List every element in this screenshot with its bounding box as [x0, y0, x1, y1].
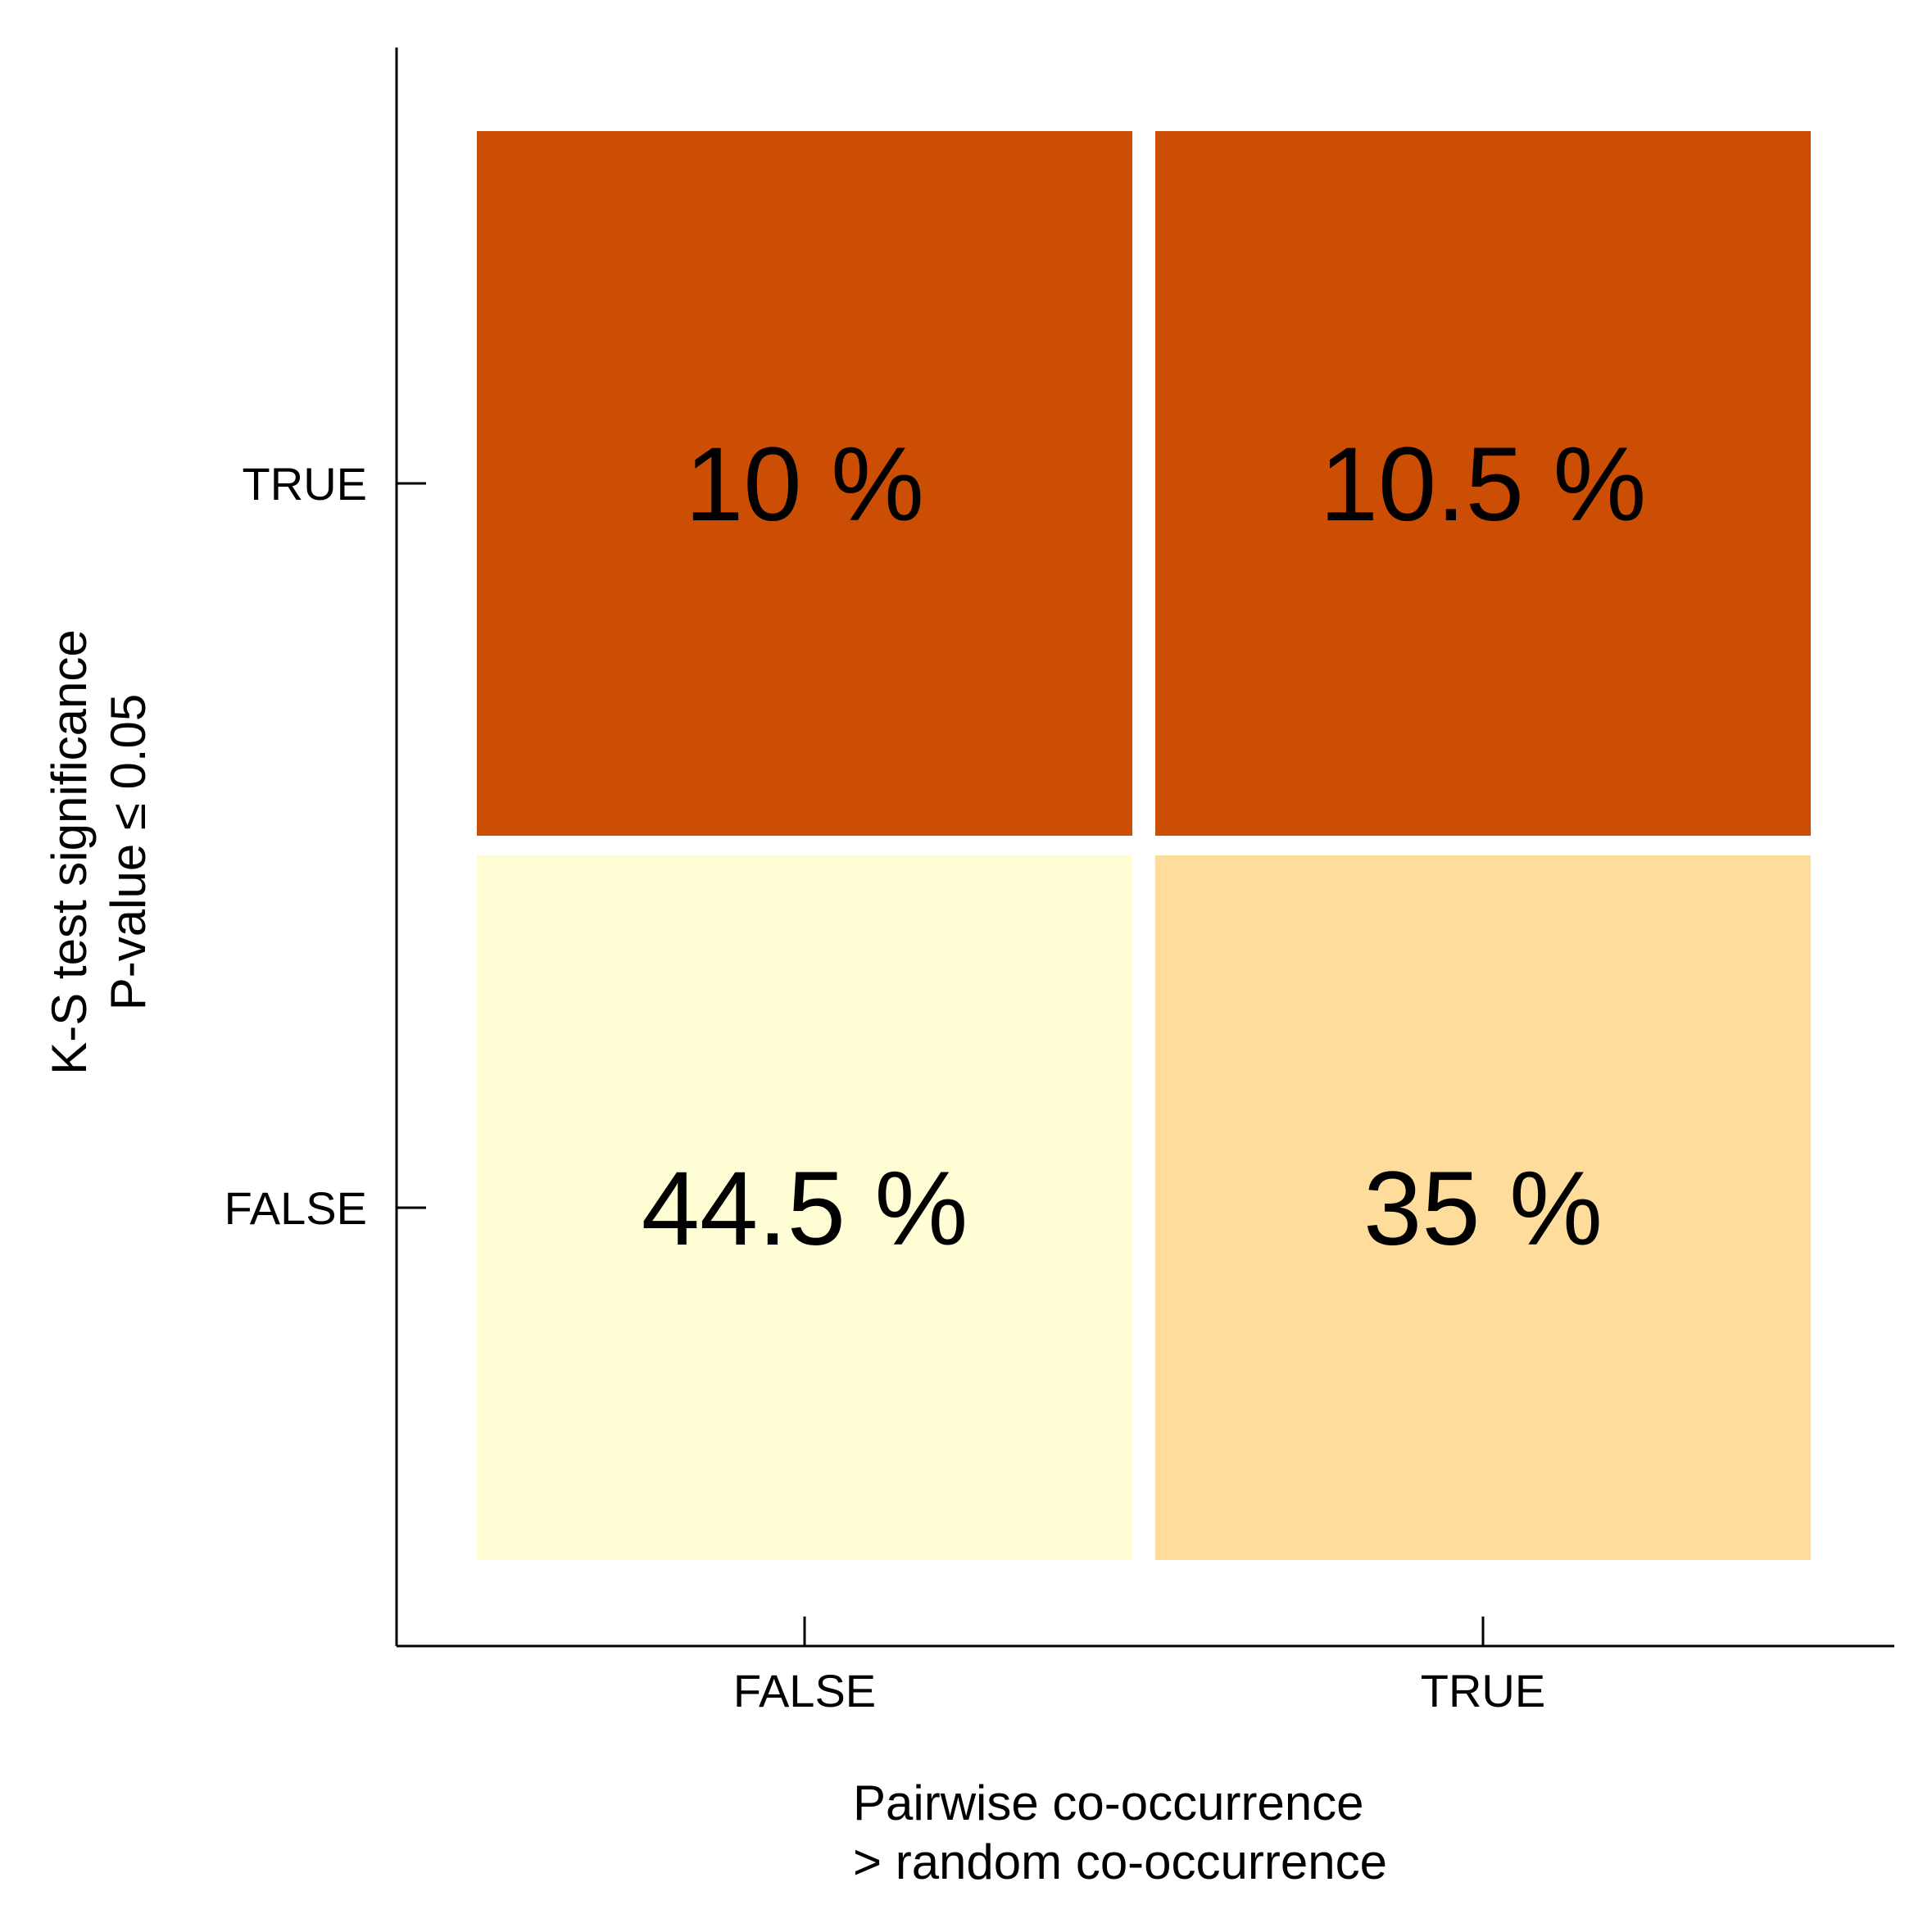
cell-value-label: 10 % — [685, 426, 924, 543]
heatmap-cell-true-true — [1155, 131, 1811, 836]
cell-value-label: 44.5 % — [642, 1150, 968, 1268]
cell-value-label: 10.5 % — [1320, 426, 1647, 543]
x-axis-label-line-1: Pairwise co-occurrence — [853, 1776, 1364, 1830]
cells-layer: 10 % 10.5 % 44.5 % 35 % — [477, 131, 1811, 1560]
heatmap-cell-false-false — [477, 855, 1132, 1560]
heatmap-cell-false-true — [477, 131, 1132, 836]
y-axis-label-line-2: P-value ≤ 0.05 — [101, 694, 156, 1010]
y-tick-label: TRUE — [243, 458, 367, 510]
axes-layer — [395, 48, 1894, 1648]
x-tick-label: TRUE — [1421, 1665, 1545, 1717]
y-tick-label: FALSE — [224, 1182, 367, 1234]
y-axis-label-line-1: K-S test significance — [42, 629, 97, 1075]
x-axis-label-line-2: > random co-occurrence — [853, 1834, 1387, 1889]
cell-value-label: 35 % — [1363, 1150, 1603, 1268]
labels-layer: Pairwise co-occurrence > random co-occur… — [42, 458, 1545, 1889]
heatmap-cell-true-false — [1155, 855, 1811, 1560]
x-tick-label: FALSE — [733, 1665, 876, 1717]
